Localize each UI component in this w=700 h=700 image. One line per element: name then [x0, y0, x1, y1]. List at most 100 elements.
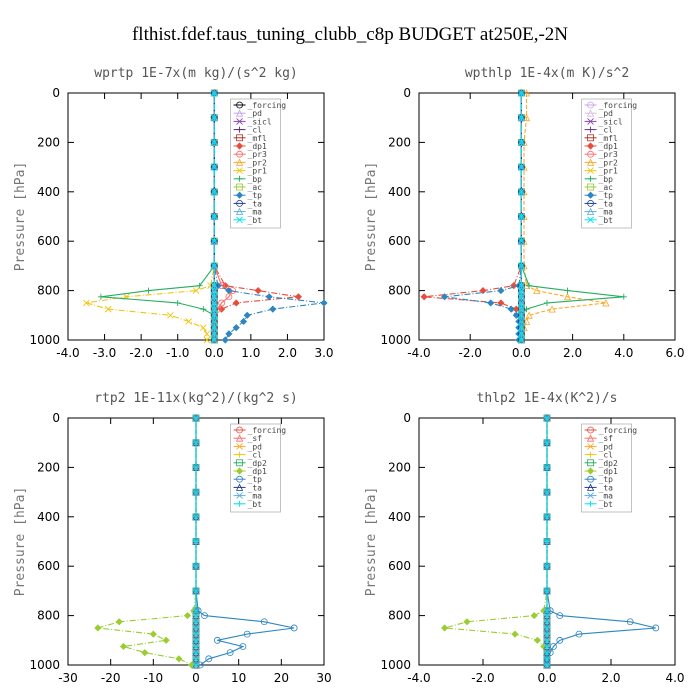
data-point-bp	[196, 282, 203, 289]
x-tick-label: -2.0	[458, 346, 481, 360]
x-tick-label: -2.0	[471, 671, 494, 685]
data-point-ma	[210, 262, 218, 270]
x-tick-label: 6.0	[665, 346, 684, 360]
data-point-dp1	[533, 636, 541, 644]
data-point-bt	[210, 163, 218, 171]
data-point-bt	[544, 637, 550, 644]
data-point-pr1	[199, 324, 207, 331]
data-point-dp1	[149, 630, 157, 638]
legend-label: _ma	[248, 208, 263, 217]
data-point-bp	[200, 306, 207, 313]
legend-label: _pr3	[599, 150, 618, 159]
legend-label: _ta	[248, 483, 263, 492]
legend-marker	[236, 216, 243, 224]
data-point-bt	[210, 305, 218, 313]
x-tick-label: 0.0	[537, 671, 556, 685]
legend: _forcing_pd_sicl_cl_mfl_dp1_pr3_pr2_pr1_…	[230, 98, 286, 229]
data-point-bt	[210, 237, 218, 245]
data-point-tp	[626, 618, 634, 626]
legend-label: _mfl	[248, 134, 267, 143]
data-point-dp1	[294, 293, 302, 301]
series-line-dp1	[444, 418, 548, 665]
x-tick-label: 4.0	[614, 346, 633, 360]
legend-marker	[236, 134, 243, 142]
data-point-bt	[210, 89, 218, 97]
y-tick-label: 200	[37, 135, 60, 149]
legend-label: _tp	[599, 475, 614, 484]
x-tick-label: -1.0	[166, 346, 189, 360]
y-tick-label: 1000	[380, 333, 411, 347]
data-point-pr2	[522, 317, 531, 325]
y-tick-label: 400	[388, 185, 411, 199]
data-point-bt	[193, 489, 199, 496]
legend-label: _ma	[599, 208, 614, 217]
y-axis-label: Pressure [hPa]	[13, 162, 28, 272]
legend-label: _sicl	[599, 117, 623, 126]
x-tick-label: 2.0	[563, 346, 582, 360]
legend-label: _bt	[599, 216, 614, 225]
chart-panel-4: thlp2 1E-4x(K^2)/s Pressure [hPa] -4.0 -2.0…	[364, 391, 685, 685]
data-point-ma	[210, 336, 218, 344]
legend-marker	[587, 500, 594, 507]
legend-marker	[587, 183, 594, 191]
data-point-bt	[193, 637, 199, 644]
series-line-dp1	[97, 418, 197, 666]
data-point-bt	[518, 262, 525, 270]
legend-marker	[236, 150, 243, 158]
data-point-bt	[210, 213, 218, 220]
data-point-dp1	[441, 624, 449, 632]
legend: _forcing_pd_sicl_cl_mfl_dp1_pr3_pr2_pr1_…	[581, 98, 637, 229]
data-point-dp1	[510, 282, 518, 290]
data-point-tp	[550, 643, 557, 650]
legend-marker	[586, 467, 595, 475]
data-point-bt	[544, 643, 550, 650]
data-point-bt	[518, 311, 525, 319]
legend-marker	[236, 443, 243, 450]
data-point-bt	[210, 318, 218, 325]
y-tick-label: 600	[388, 559, 411, 573]
data-point-bt	[518, 188, 525, 196]
data-point-tp	[225, 330, 233, 338]
data-point-bt	[193, 631, 199, 638]
legend-marker	[586, 158, 595, 166]
data-point-pr2	[548, 305, 556, 313]
data-point-pr1	[192, 287, 200, 294]
y-tick-label: 800	[388, 609, 411, 623]
plot-frame	[418, 92, 676, 341]
legend-label: _pr3	[248, 150, 267, 159]
data-point-pr2	[602, 299, 610, 307]
data-point-bt	[193, 662, 199, 668]
data-point-dp1	[497, 299, 505, 307]
data-point-bt	[210, 139, 218, 146]
data-point-pr1	[185, 318, 193, 325]
data-point-tp	[243, 630, 251, 638]
legend-marker	[587, 101, 594, 109]
data-point-pr1	[167, 311, 174, 319]
data-point-dp1	[218, 305, 226, 313]
data-point-bt	[210, 336, 218, 344]
data-point-tp	[201, 612, 208, 619]
legend-label: _pd	[599, 109, 614, 118]
data-point-dp1	[115, 618, 123, 626]
data-point-pr1	[203, 336, 211, 344]
legend-marker	[587, 492, 594, 499]
data-point-dp1	[141, 649, 149, 657]
data-point-tp	[243, 311, 251, 319]
plot-frame	[67, 92, 325, 341]
data-point-bt	[193, 538, 199, 545]
legend-label: _bt	[248, 216, 263, 225]
legend-marker	[587, 126, 594, 133]
y-tick-label: 1000	[29, 658, 60, 672]
data-point-bt	[210, 330, 218, 338]
legend-marker	[236, 126, 243, 133]
legend: _forcing_sf_pd_cl_dp2_dp1_tp_ta_ma_bt	[581, 423, 637, 513]
y-tick-label: 200	[388, 135, 411, 149]
legend-label: _ac	[599, 183, 614, 192]
legend-label: _ta	[599, 483, 614, 492]
y-tick-label: 1000	[380, 658, 411, 672]
data-point-pr2	[522, 113, 531, 122]
data-point-bt	[193, 618, 199, 625]
data-point-dp1	[162, 636, 170, 644]
legend-label: _sf	[599, 434, 614, 443]
legend-label: _bp	[599, 175, 614, 184]
